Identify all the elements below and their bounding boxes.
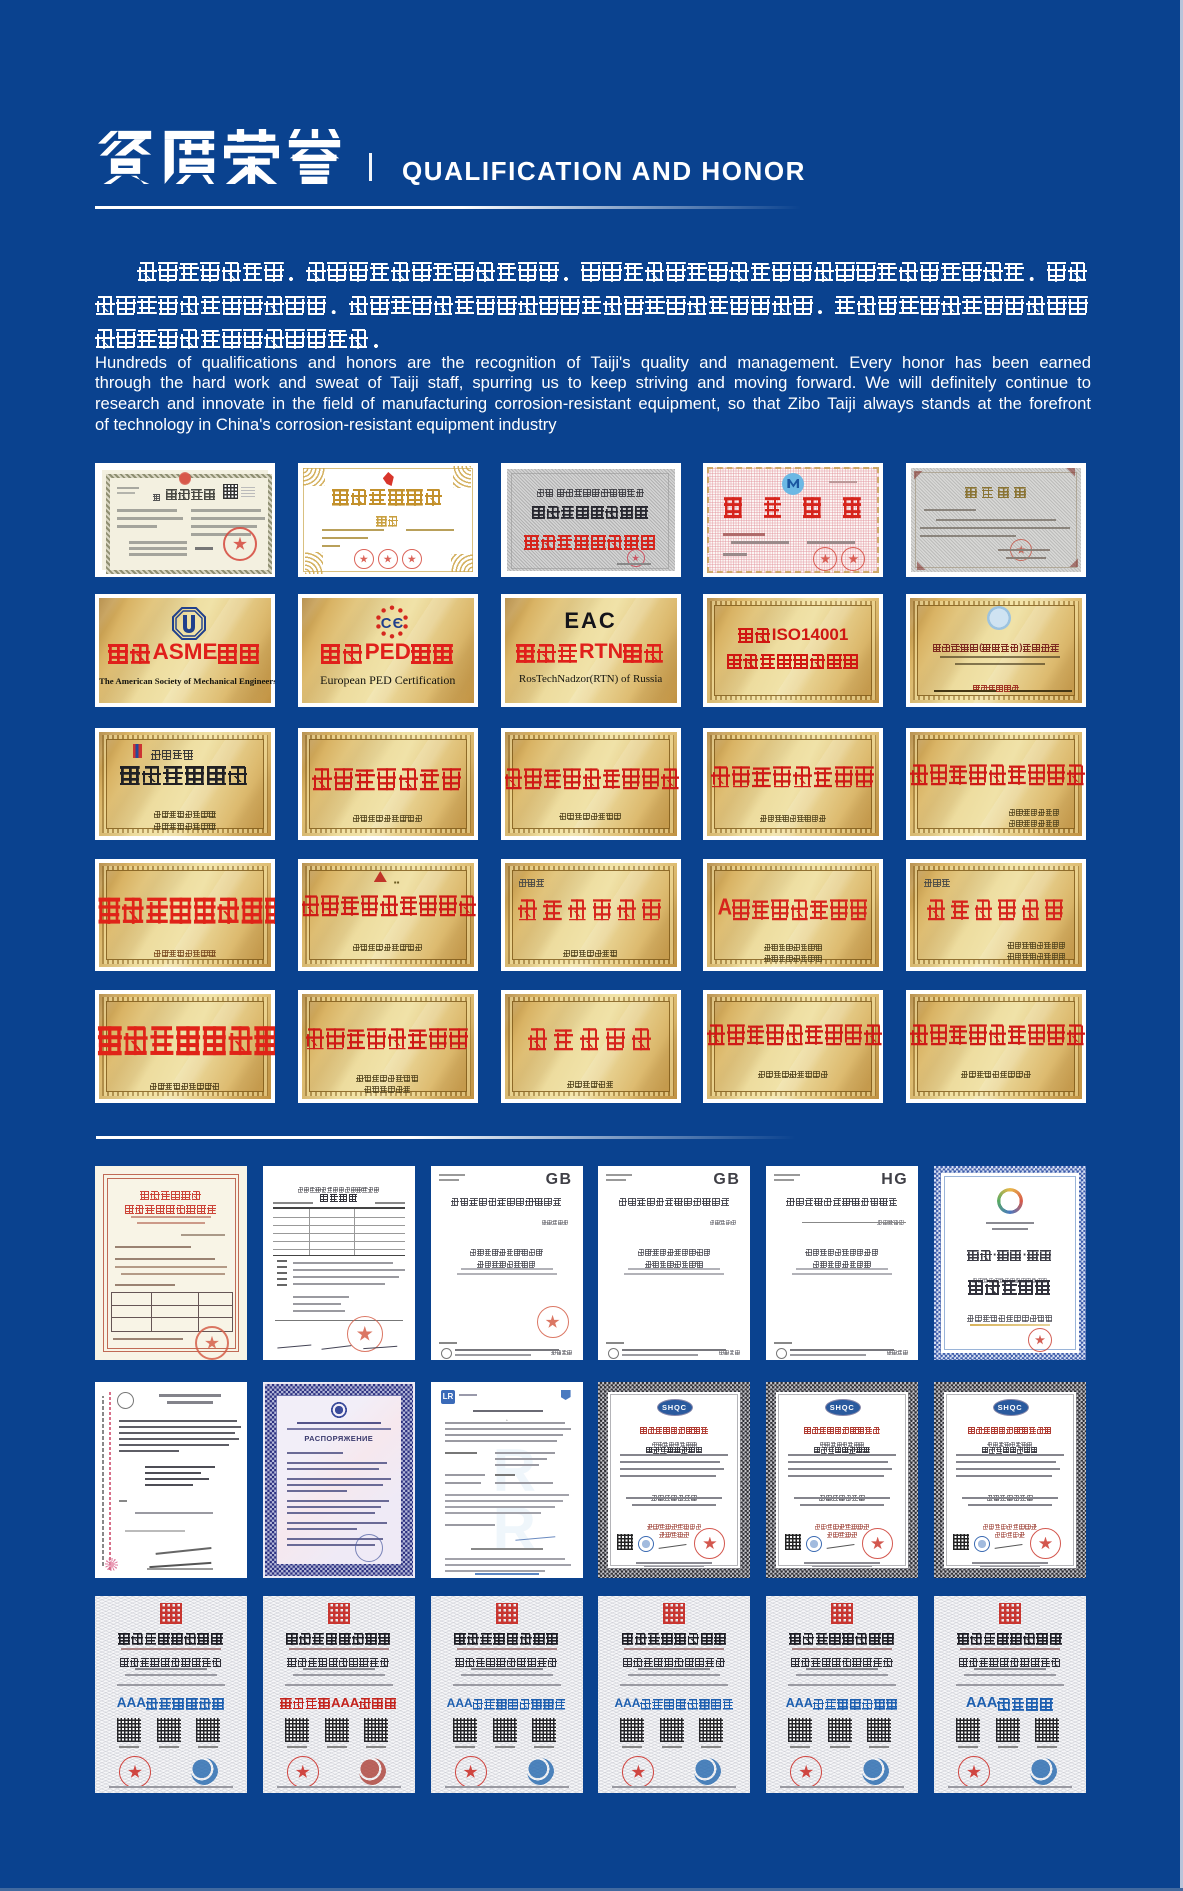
svg-text:C Є: C Є <box>381 616 404 632</box>
